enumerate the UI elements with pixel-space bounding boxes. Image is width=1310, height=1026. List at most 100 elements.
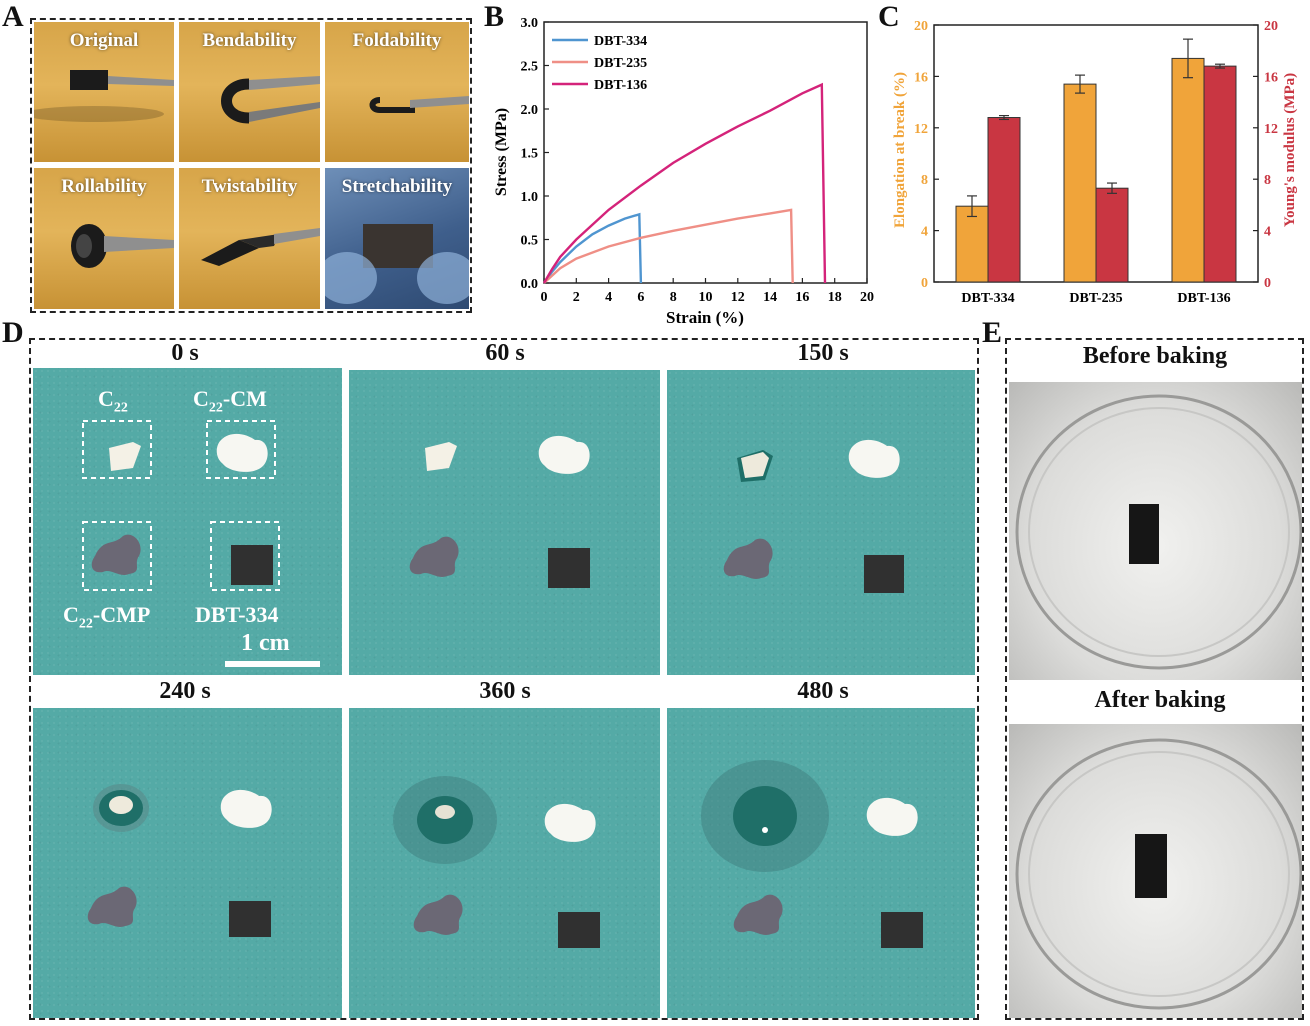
stretched-sample-icon	[325, 224, 469, 304]
tile-stretchability: Stretchability	[325, 168, 469, 309]
label-c22-cm: C22-CM	[193, 386, 267, 416]
samples-60s	[409, 435, 590, 588]
label-c22: C22	[98, 386, 128, 416]
panel-letter-e: E	[982, 316, 1003, 349]
stress-strain-chart: 0 2 4 6 8 10 12 14 16 18 20 0.00.51.01.52.02.53.0 …	[493, 16, 874, 327]
label-before-baking: Before baking	[1082, 343, 1228, 369]
scale-bar-label: 1 cm	[241, 630, 290, 656]
label-after-baking: After baking	[1094, 687, 1226, 713]
chart-b-ytick-label: 1.5	[521, 147, 539, 162]
folded-sample-icon	[369, 96, 469, 113]
chart-c-ytick-label-right: 0	[1264, 276, 1271, 291]
samples-0s	[82, 420, 280, 591]
chart-c-bar-modulus	[1203, 65, 1237, 283]
chart-c-bar-modulus	[987, 117, 1021, 283]
chart-c-bar-elongation	[1063, 83, 1097, 283]
chart-c-bar-modulus	[1095, 187, 1129, 283]
tile-480s	[667, 708, 975, 1018]
time-label-480s: 480 s	[797, 678, 849, 704]
tile-bendability: Bendability	[179, 22, 320, 162]
time-label-0s: 0 s	[171, 340, 199, 366]
panel-a-frame	[30, 18, 472, 313]
chart-c-category-label: DBT-136	[1177, 291, 1230, 306]
tile-360s	[349, 708, 660, 1018]
time-label-240s: 240 s	[159, 678, 211, 704]
chart-c-error-bar	[1075, 74, 1085, 94]
chart-b-ylabel: Stress (MPa)	[493, 108, 510, 196]
chart-b-xtick-label: 18	[828, 290, 842, 305]
chart-b-xtick-label: 16	[795, 290, 809, 305]
tile-label-stretchability: Stretchability	[341, 176, 453, 197]
chart-c-bar-elongation	[955, 205, 989, 283]
tile-rollability: Rollability	[34, 168, 174, 309]
chart-b-legend-label: DBT-334	[594, 34, 647, 49]
label-dbt-334: DBT-334	[195, 602, 279, 627]
chart-c-ytick-label-right: 8	[1264, 173, 1271, 188]
chart-b-xtick-label: 6	[637, 290, 644, 305]
panel-e-frame	[1005, 338, 1304, 1020]
panel-d-frame	[29, 338, 979, 1020]
tile-label-original: Original	[69, 30, 139, 51]
chart-c-error-bar	[999, 114, 1009, 121]
label-c22-cmp: C22-CMP	[63, 602, 151, 632]
chart-b-xtick-label: 4	[605, 290, 612, 305]
tile-twistability: Twistability	[179, 168, 320, 309]
tile-60s	[349, 370, 660, 675]
chart-c-error-bar	[1107, 182, 1117, 194]
chart-c-ylabel-right: Young's modulus (MPa)	[1282, 73, 1298, 227]
chart-c-error-bar	[1183, 38, 1193, 79]
chart-c-ytick-label-right: 4	[1264, 225, 1271, 240]
petri-dish-after-icon	[1015, 738, 1302, 1010]
chart-c-ytick-label-left: 0	[921, 276, 928, 291]
chart-c-ytick-label-left: 12	[914, 122, 928, 137]
chart-b-xtick-label: 20	[860, 290, 874, 305]
chart-b-series-dbt-235	[543, 208, 794, 284]
tile-label-bendability: Bendability	[202, 30, 297, 51]
chart-c-ytick-label-left: 8	[921, 173, 928, 188]
chart-c-ylabel-left: Elongation at break (%)	[892, 72, 908, 228]
chart-c-ytick-label-right: 16	[1264, 70, 1278, 85]
chart-b-ytick-label: 0.5	[521, 234, 539, 249]
photo-before-baking	[1009, 382, 1302, 680]
chart-b-xtick-label: 2	[573, 290, 580, 305]
samples-240s	[87, 784, 272, 937]
chart-b-legend-label: DBT-235	[594, 56, 647, 71]
tile-foldability: Foldability	[325, 22, 469, 162]
tile-240s	[33, 708, 342, 1018]
chart-b-xtick-label: 0	[541, 290, 548, 305]
time-label-60s: 60 s	[485, 340, 525, 366]
chart-c-error-bar	[1215, 63, 1225, 69]
tweezer-sample-icon	[34, 70, 174, 122]
chart-b-xlabel: Strain (%)	[666, 308, 744, 327]
chart-b-ytick-label: 1.0	[521, 190, 539, 205]
elongation-modulus-chart: 0 4 8 12 16 20 0 4 8 12 16 20 DBT-334 DBT-235 DBT-13…	[892, 19, 1298, 306]
tile-label-twistability: Twistability	[201, 176, 298, 197]
tile-label-rollability: Rollability	[61, 176, 147, 197]
chart-b-series-dbt-334	[543, 212, 643, 284]
chart-c-ytick-label-right: 12	[1264, 122, 1278, 137]
chart-b-ytick-label: 2.5	[521, 60, 539, 75]
scale-bar	[225, 661, 320, 667]
chart-b-ytick-label: 0.0	[521, 277, 539, 292]
chart-c-ytick-label-left: 4	[921, 225, 928, 240]
chart-c-bar-elongation	[1171, 57, 1205, 283]
panel-letter-c: C	[878, 0, 900, 33]
rolled-sample-icon	[71, 224, 174, 268]
chart-c-ytick-label-left: 20	[914, 19, 928, 34]
tile-original: Original	[34, 22, 174, 162]
chart-b-frame	[543, 21, 868, 284]
chart-b-legend-label: DBT-136	[594, 78, 647, 93]
chart-c-ytick-label-right: 20	[1264, 19, 1278, 34]
chart-b-xtick-label: 14	[763, 290, 777, 305]
photo-after-baking	[1009, 724, 1302, 1018]
chart-c-error-bar	[967, 195, 977, 218]
chart-c-ytick-label-left: 16	[914, 70, 928, 85]
chart-b-ytick-label: 3.0	[521, 16, 539, 31]
chart-b-xtick-label: 8	[670, 290, 677, 305]
chart-b-ytick-label: 2.0	[521, 103, 539, 118]
chart-c-category-label: DBT-235	[1069, 291, 1122, 306]
time-label-150s: 150 s	[797, 340, 849, 366]
samples-360s	[393, 776, 600, 948]
time-label-360s: 360 s	[479, 678, 531, 704]
tile-150s	[667, 370, 975, 675]
